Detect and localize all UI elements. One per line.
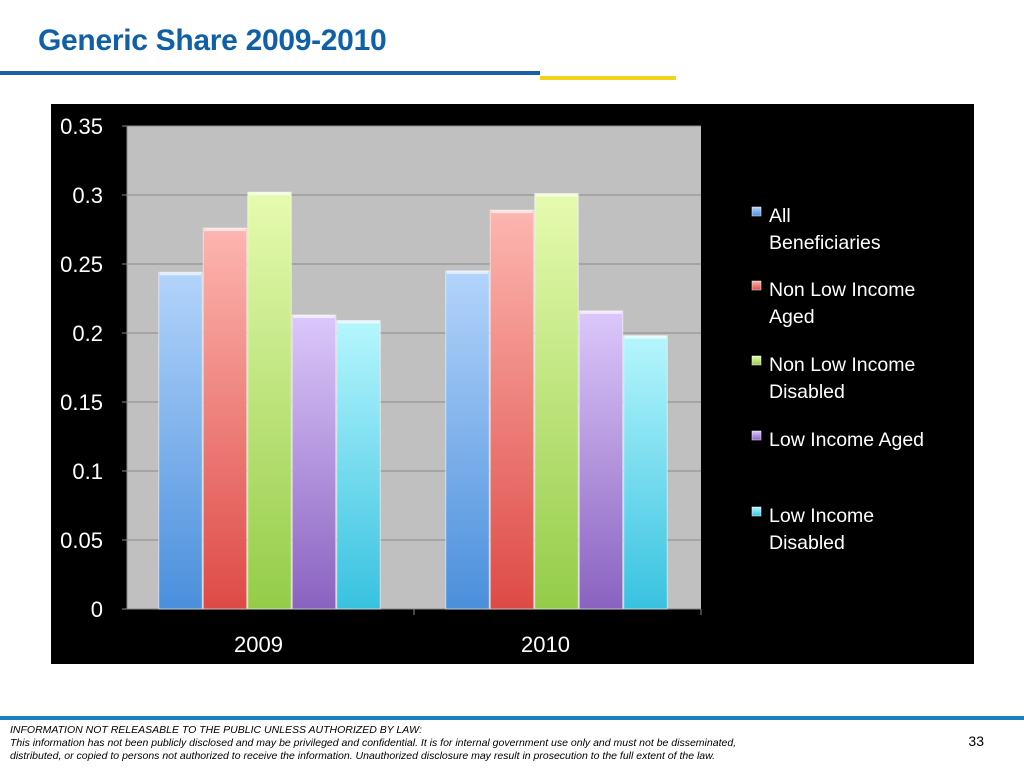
title-rule-blue <box>0 71 540 75</box>
bar <box>623 335 668 610</box>
bar-chart: 0 0.05 0.1 0.15 0.2 0.25 0.3 0.35 2009 2010 All Ben… <box>60 114 924 657</box>
bar-highlight <box>248 192 291 196</box>
chart-container: 0 0.05 0.1 0.15 0.2 0.25 0.3 0.35 2009 2010 All Ben… <box>51 104 974 664</box>
legend-label: Low Income Aged <box>769 429 924 451</box>
legend-label: Non Low Income <box>769 279 915 301</box>
bar-highlight <box>535 193 578 197</box>
legend-swatch <box>751 430 762 441</box>
y-tick-label: 0.25 <box>60 252 103 277</box>
legend-label: Aged <box>769 306 815 328</box>
legend-label: Disabled <box>769 381 845 403</box>
bar-highlight <box>491 210 533 214</box>
bar <box>534 193 579 610</box>
y-tick-label: 0.1 <box>72 459 103 484</box>
y-tick-label: 0.35 <box>60 114 103 139</box>
notice-line-3: distributed, or copied to persons not au… <box>10 750 716 762</box>
x-tick-label: 2009 <box>234 632 283 657</box>
bar <box>158 271 203 610</box>
bar <box>202 227 248 610</box>
bar-highlight <box>337 320 380 324</box>
confidentiality-notice: INFORMATION NOT RELEASABLE TO THE PUBLIC… <box>10 724 890 763</box>
bar <box>489 209 535 610</box>
slide-title: Generic Share 2009-2010 <box>38 24 387 57</box>
legend-swatch <box>751 206 762 217</box>
legend-label: Low Income <box>769 505 874 527</box>
legend-swatch <box>751 506 762 517</box>
legend-label: All <box>769 205 791 227</box>
bar-highlight <box>293 315 335 319</box>
notice-line-2: This information has not been publicly d… <box>10 737 737 749</box>
bar <box>336 320 381 610</box>
y-tick-label: 0.3 <box>72 183 103 208</box>
y-tick-label: 0.15 <box>60 390 103 415</box>
bar <box>291 314 337 610</box>
legend-swatch <box>751 280 762 291</box>
legend-label: Beneficiaries <box>769 232 881 254</box>
legend-swatch <box>751 355 762 366</box>
legend-label: Non Low Income <box>769 354 915 376</box>
title-rule-yellow <box>540 76 676 80</box>
bar <box>445 270 490 610</box>
y-tick-label: 0.05 <box>60 528 103 553</box>
bar <box>578 310 624 610</box>
bar-highlight <box>446 270 489 274</box>
bar-highlight <box>159 272 202 276</box>
bar-highlight <box>624 335 667 339</box>
page-number: 33 <box>968 733 984 749</box>
bar <box>247 191 292 610</box>
x-tick-label: 2010 <box>521 632 570 657</box>
bar-highlight <box>580 310 622 314</box>
footer-rule <box>0 716 1024 720</box>
legend-label: Disabled <box>769 532 845 554</box>
bar-highlight <box>204 228 246 232</box>
y-tick-label: 0.2 <box>72 321 103 346</box>
notice-line-1: INFORMATION NOT RELEASABLE TO THE PUBLIC… <box>10 724 422 736</box>
y-tick-label: 0 <box>91 597 103 622</box>
